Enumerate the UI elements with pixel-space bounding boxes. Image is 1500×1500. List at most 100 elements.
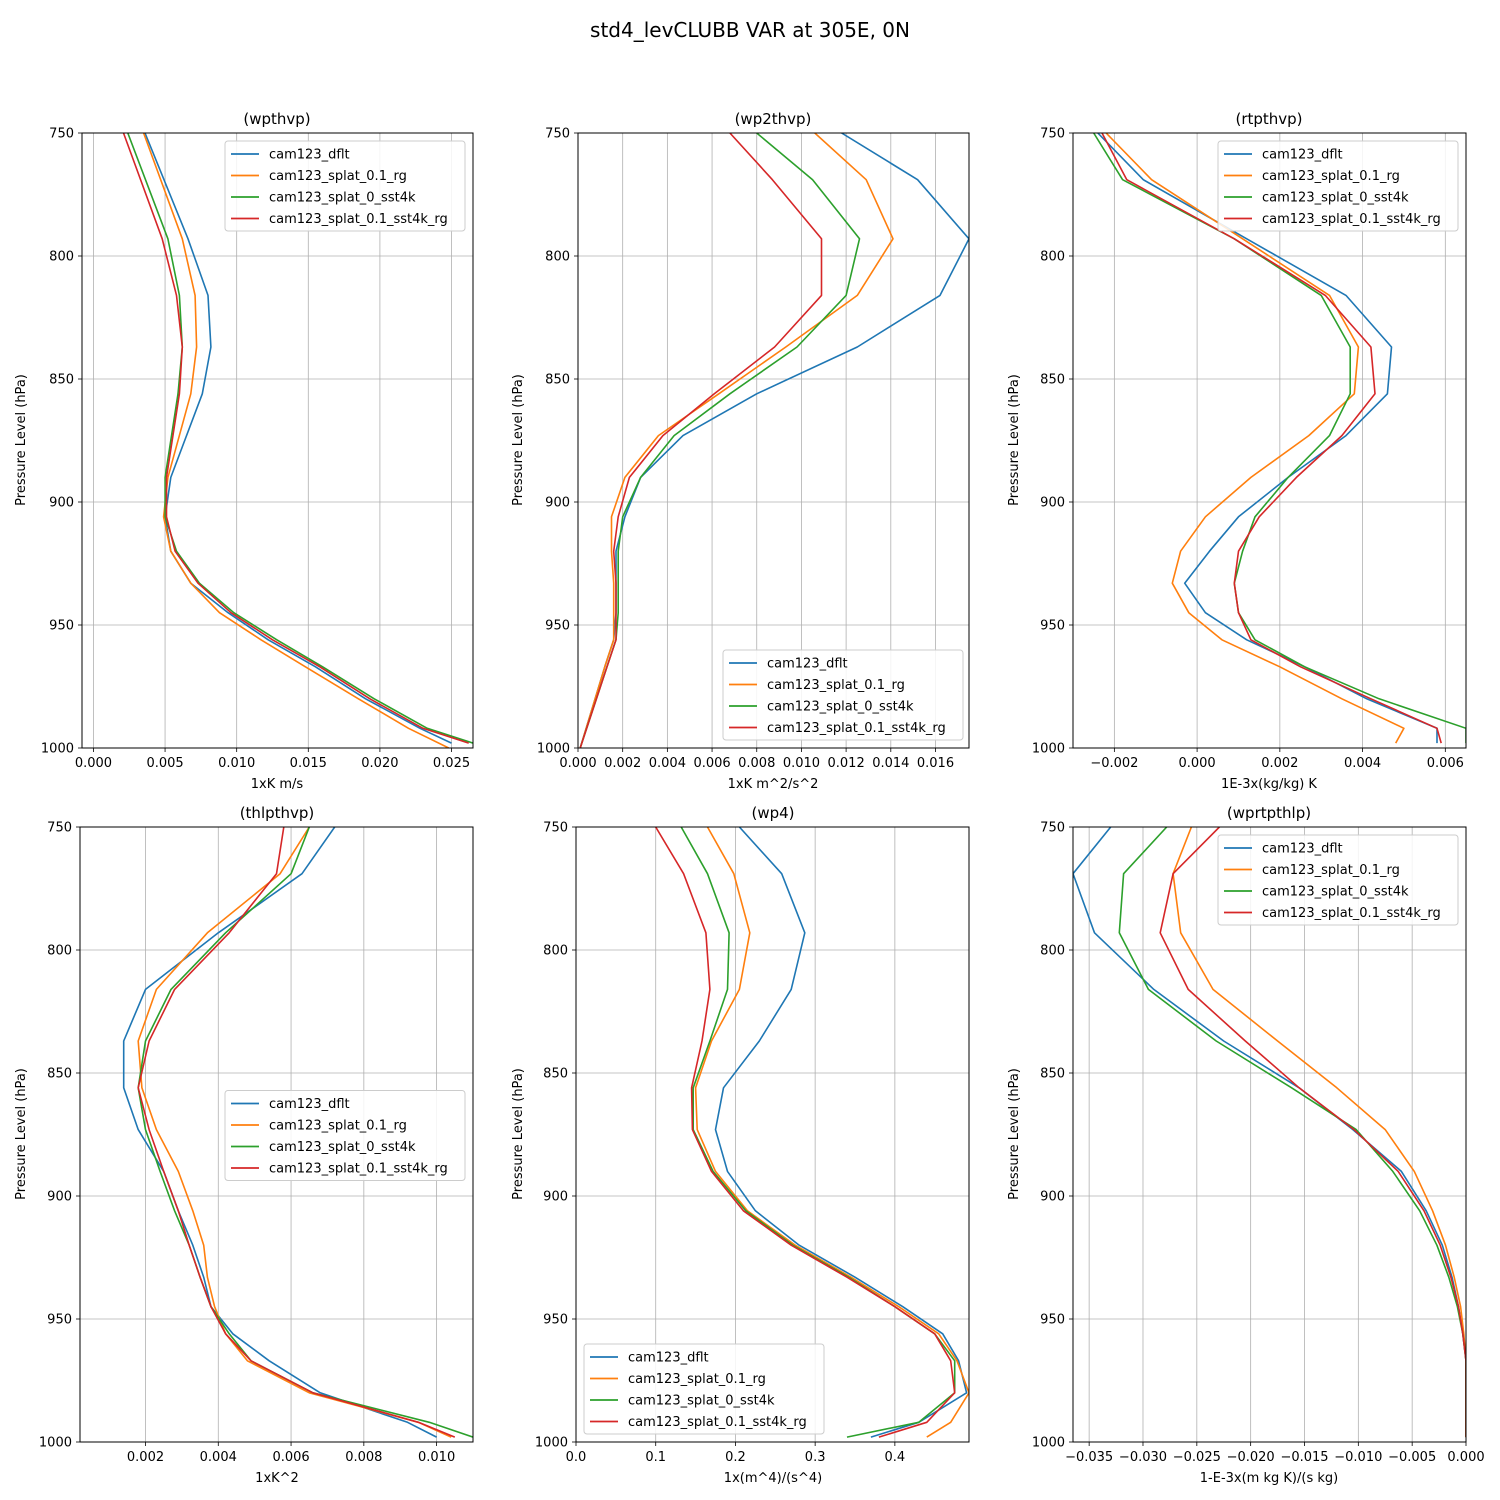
- x-tick-label: 0.016: [917, 756, 954, 771]
- x-tick-label: −0.002: [1090, 756, 1138, 771]
- legend: cam123_dflt cam123_splat_0.1_rg cam123_spl…: [224, 140, 466, 232]
- x-tick-label: 0.012: [828, 756, 865, 771]
- x-tick-label: −0.035: [1065, 1450, 1113, 1465]
- legend-label: cam123_dflt: [1262, 842, 1343, 857]
- y-tick-label: 800: [49, 250, 74, 265]
- y-tick-label: 800: [1040, 944, 1065, 959]
- series-group: [1073, 827, 1466, 1438]
- series-line-cam123_splat_0_sst4k: [680, 827, 956, 1438]
- legend-label: cam123_splat_0.1_sst4k_rg: [269, 1162, 448, 1177]
- legend-label: cam123_dflt: [628, 1351, 709, 1366]
- x-tick-label: −0.025: [1173, 1450, 1221, 1465]
- axes-frame: [577, 132, 970, 749]
- legend-box: [583, 1343, 825, 1435]
- x-tick-label: 0.000: [75, 756, 112, 771]
- y-tick-label: 800: [543, 944, 568, 959]
- legend-label: cam123_splat_0.1_sst4k_rg: [1262, 906, 1441, 921]
- series-line-cam123_splat_0.1_sst4k_rg: [137, 827, 456, 1438]
- legend-label: cam123_dflt: [1262, 148, 1343, 163]
- y-axis-label: Pressure Level (hPa): [511, 1068, 526, 1200]
- y-axis-label: Pressure Level (hPa): [14, 1068, 29, 1200]
- legend: cam123_dflt cam123_splat_0.1_rg cam123_spl…: [583, 1343, 825, 1435]
- x-tick-label: −0.020: [1227, 1450, 1275, 1465]
- panel-rtpthvp: (rtpthvp) 1E-3x(kg/kg) K Pressure Level …: [1007, 110, 1467, 792]
- y-tick-label: 950: [1040, 619, 1065, 634]
- y-tick-label: 800: [47, 944, 72, 959]
- y-tick-label: 900: [1040, 496, 1065, 511]
- panel-title: (rtpthvp): [1235, 110, 1302, 128]
- y-tick-label: 950: [49, 619, 74, 634]
- y-tick-label: 950: [1040, 1313, 1065, 1328]
- x-tick-label: 0.000: [559, 756, 596, 771]
- series-line-cam123_splat_0_sst4k: [1093, 133, 1466, 744]
- series-line-cam123_splat_0_sst4k: [127, 133, 473, 744]
- legend-box: [224, 1090, 466, 1181]
- panel-title: (wprtpthlp): [1227, 804, 1311, 822]
- series-group: [122, 827, 473, 1438]
- x-tick-label: −0.005: [1388, 1450, 1436, 1465]
- x-tick-label: 0.010: [218, 756, 255, 771]
- legend-label: cam123_splat_0_sst4k: [1262, 885, 1409, 900]
- y-axis-label: Pressure Level (hPa): [511, 374, 526, 506]
- y-tick-label: 900: [49, 496, 74, 511]
- plot-area: [1073, 133, 1466, 748]
- y-tick-label: 850: [543, 1067, 568, 1082]
- series-line-cam123_splat_0.1_sst4k_rg: [1101, 133, 1442, 744]
- y-tick-label: 850: [1040, 1067, 1065, 1082]
- x-tick-label: 0.010: [783, 756, 820, 771]
- y-tick-label: 750: [543, 821, 568, 836]
- panel-title: (wp4): [751, 804, 794, 822]
- x-tick-label: 0.006: [272, 1450, 309, 1465]
- axes-frame: [1072, 132, 1467, 749]
- figure-title: std4_levCLUBB VAR at 305E, 0N: [590, 18, 910, 42]
- y-tick-label: 900: [543, 1190, 568, 1205]
- x-tick-label: 0.0: [566, 1450, 587, 1465]
- y-axis-label: Pressure Level (hPa): [1007, 374, 1022, 506]
- x-tick-label: 0.000: [1447, 1450, 1484, 1465]
- y-tick-label: 750: [545, 127, 570, 142]
- x-axis-label: 1E-3x(kg/kg) K: [1221, 777, 1317, 792]
- x-tick-label: 0.025: [433, 756, 470, 771]
- legend-box: [722, 649, 964, 741]
- x-axis-label: 1xK m^2/s^2: [728, 777, 819, 792]
- y-tick-label: 1000: [1032, 1436, 1065, 1451]
- y-axis-label: Pressure Level (hPa): [1007, 1068, 1022, 1200]
- legend-label: cam123_splat_0.1_rg: [1262, 863, 1400, 878]
- legend-label: cam123_splat_0_sst4k: [1262, 191, 1409, 206]
- y-tick-label: 900: [545, 496, 570, 511]
- y-tick-label: 950: [47, 1313, 72, 1328]
- legend-label: cam123_splat_0.1_sst4k_rg: [767, 721, 946, 736]
- series-group: [122, 133, 473, 748]
- legend-label: cam123_splat_0_sst4k: [767, 700, 914, 715]
- y-tick-label: 750: [49, 127, 74, 142]
- series-line-cam123_splat_0.1_rg: [142, 133, 450, 748]
- legend-label: cam123_splat_0_sst4k: [628, 1394, 775, 1409]
- legend-label: cam123_splat_0.1_rg: [767, 678, 905, 693]
- x-axis-label: 1-E-3x(m kg K)/(s kg): [1200, 1471, 1338, 1486]
- panel-title: (thlpthvp): [240, 804, 315, 822]
- plot-area: [578, 133, 969, 748]
- x-tick-label: 0.002: [1261, 756, 1298, 771]
- x-tick-label: 0.002: [604, 756, 641, 771]
- y-tick-label: 950: [545, 619, 570, 634]
- series-group: [655, 827, 969, 1438]
- legend-label: cam123_splat_0.1_sst4k_rg: [269, 212, 448, 227]
- legend-box: [1217, 834, 1459, 926]
- series-group: [1093, 133, 1466, 744]
- series-line-cam123_splat_0.1_sst4k_rg: [122, 133, 469, 744]
- panel-thlpthvp: (thlpthvp) 1xK^2 Pressure Level (hPa) 0.…: [14, 804, 474, 1486]
- axes-frame: [575, 826, 970, 1443]
- y-axis-label: Pressure Level (hPa): [14, 374, 29, 506]
- y-tick-label: 900: [1040, 1190, 1065, 1205]
- legend-label: cam123_dflt: [767, 657, 848, 672]
- legend-box: [224, 140, 466, 232]
- x-tick-label: 0.004: [649, 756, 686, 771]
- x-tick-label: 0.002: [127, 1450, 164, 1465]
- y-tick-label: 1000: [537, 742, 570, 757]
- x-tick-label: 0.005: [146, 756, 183, 771]
- series-line-cam123_splat_0.1_sst4k_rg: [1159, 827, 1466, 1438]
- y-tick-label: 900: [47, 1190, 72, 1205]
- x-tick-label: 0.010: [418, 1450, 455, 1465]
- y-tick-label: 1000: [1032, 742, 1065, 757]
